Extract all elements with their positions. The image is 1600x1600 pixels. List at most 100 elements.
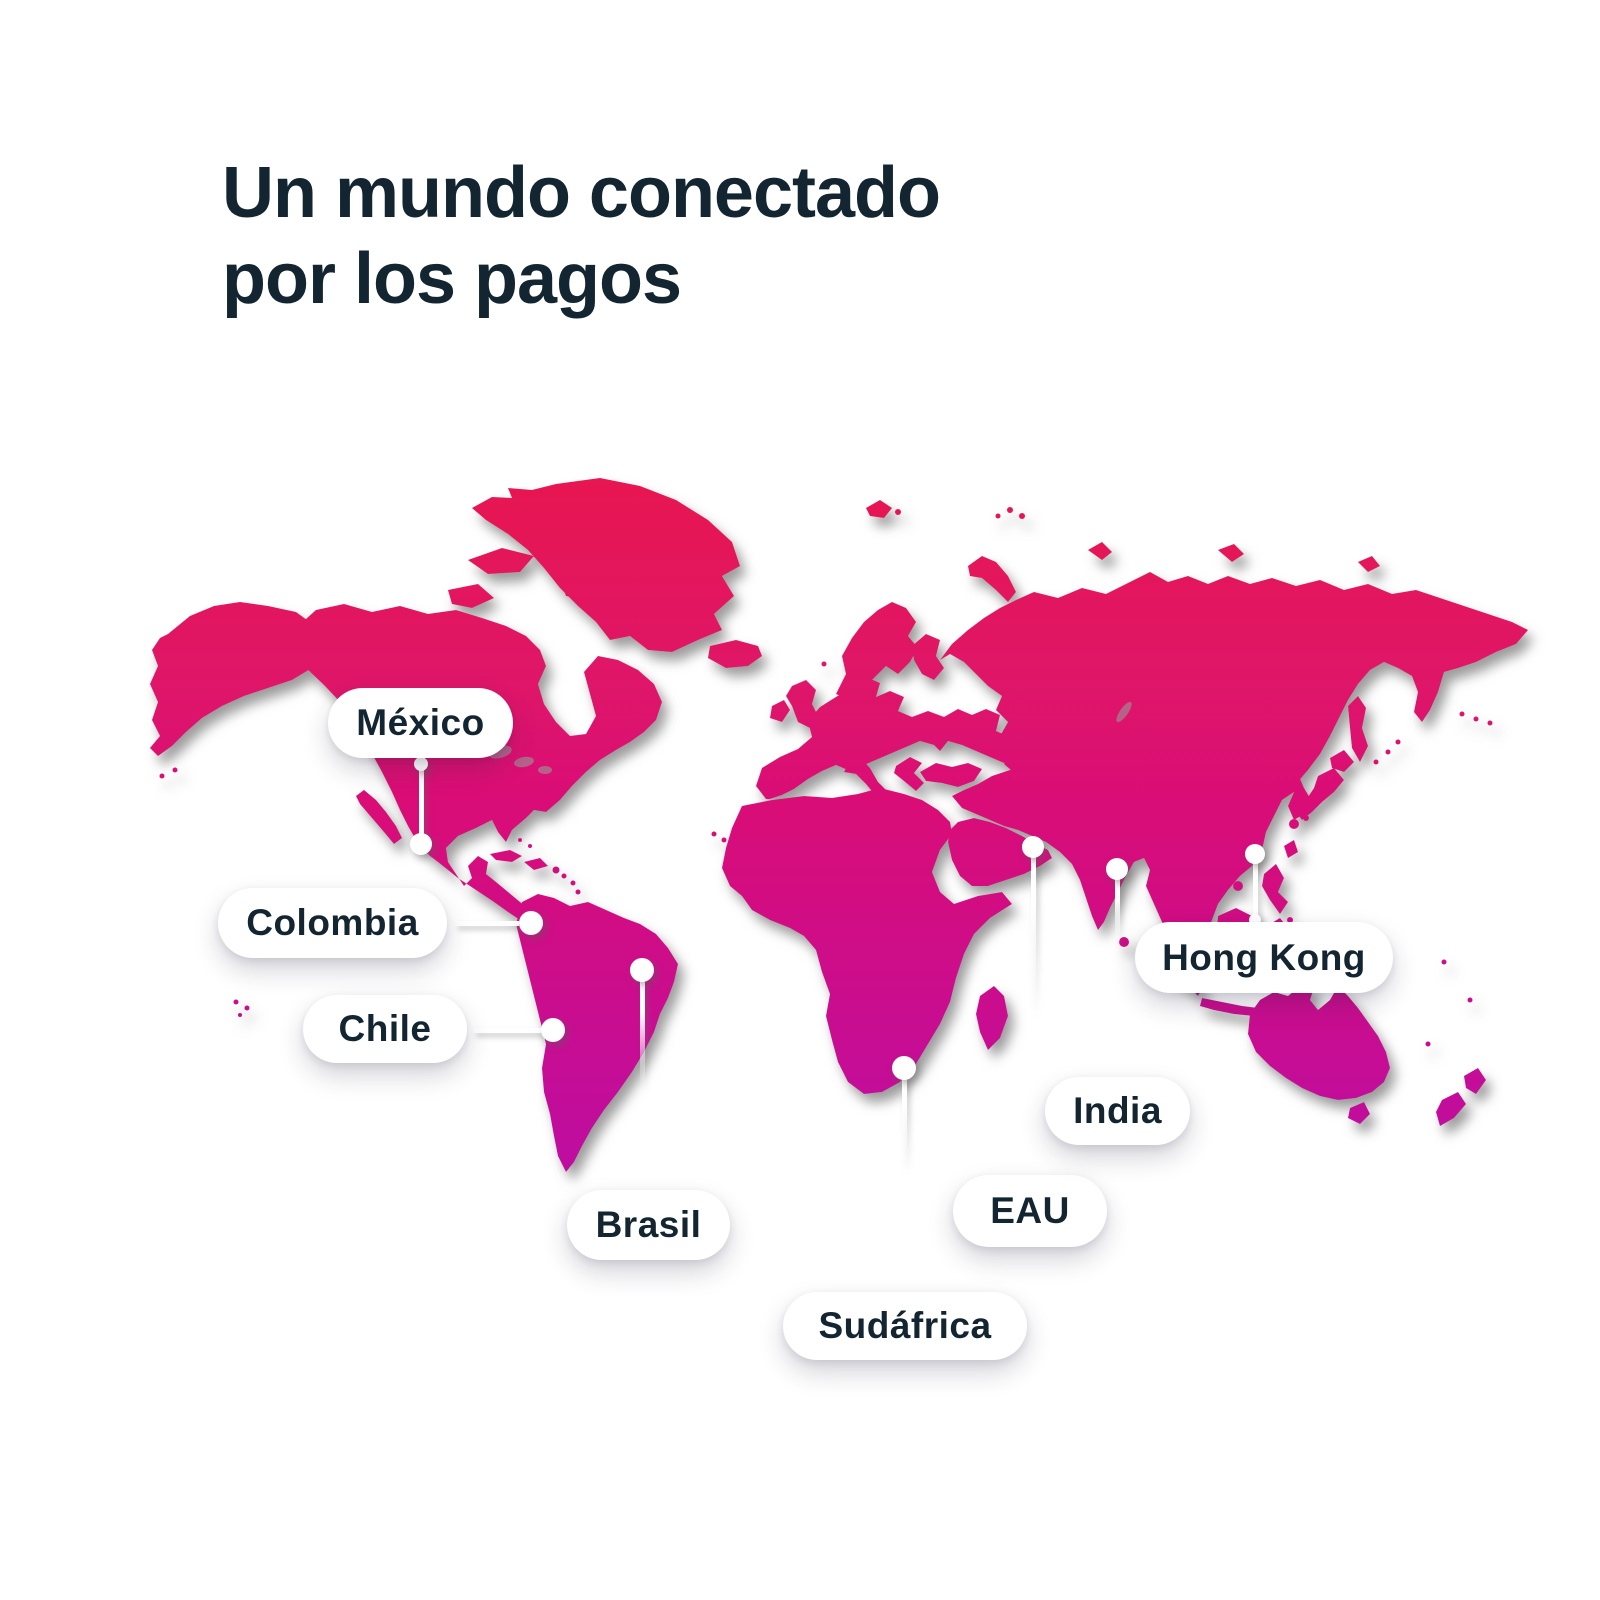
island-speck [1303, 815, 1309, 821]
landmass-asia-south [952, 762, 1310, 984]
island-speck [159, 773, 165, 779]
island-cuba [490, 850, 522, 862]
pill-brasil: Brasil [567, 1190, 730, 1260]
connector-line-chile [473, 1027, 541, 1033]
landmass-north-america [294, 604, 662, 928]
connector-line-hong-kong [1252, 860, 1258, 920]
arctic-island [560, 574, 622, 602]
island-speck [1395, 739, 1401, 745]
island-hainan [1233, 881, 1243, 891]
connector-line-brasil [639, 980, 645, 1090]
island-speck [721, 837, 727, 843]
island-speck [1287, 917, 1293, 923]
island-speck [1385, 749, 1391, 755]
island-philippines [1262, 864, 1288, 914]
island-speck [244, 1005, 250, 1011]
island-hispaniola [524, 858, 548, 870]
title-line-2: por los pagos [222, 239, 682, 320]
arctic-island [866, 500, 892, 518]
arctic-island [468, 548, 534, 574]
pill-hong-kong: Hong Kong [1135, 922, 1393, 993]
island-speck [1007, 507, 1013, 513]
island-honshu [1296, 768, 1344, 820]
pill-eau: EAU [953, 1175, 1107, 1247]
location-dot-india [1106, 858, 1128, 880]
island-madagascar [976, 986, 1008, 1050]
pill-mexico: México [328, 688, 513, 758]
island-nz-south [1436, 1092, 1466, 1126]
landmass-russia [940, 572, 1528, 792]
pill-colombia: Colombia [218, 888, 447, 958]
landmass-iceland [708, 640, 762, 668]
location-dot-hong-kong [1245, 844, 1265, 864]
arctic-island [1218, 544, 1244, 562]
island-speck [1473, 716, 1479, 722]
island-speck [570, 880, 576, 886]
arctic-island [1088, 542, 1112, 560]
island-speck [1425, 1041, 1431, 1047]
connector-line-colombia [455, 920, 519, 926]
continents [150, 478, 1528, 1172]
arctic-island [1358, 556, 1380, 572]
location-dot-brasil [630, 958, 654, 982]
title-line-1: Un mundo conectado [222, 153, 941, 233]
arctic-island [610, 552, 668, 580]
island-speck [711, 831, 717, 837]
landmass-baja [356, 790, 402, 844]
location-dot-mexico [410, 833, 432, 855]
island-speck [552, 866, 560, 874]
arctic-island [636, 604, 700, 650]
island-speck [233, 999, 239, 1005]
island-britain [786, 680, 818, 728]
peninsula-greece [894, 757, 924, 791]
location-dot-colombia [519, 911, 543, 935]
landmass-south-america [516, 894, 678, 1172]
landmass-europe [756, 677, 1024, 799]
island-speck [561, 873, 567, 879]
island-ireland [770, 700, 790, 722]
island-hokkaido [1330, 750, 1354, 772]
landmass-alaska [150, 602, 324, 756]
island-java [1200, 998, 1258, 1016]
island-speck [172, 767, 178, 773]
landmass-finland [912, 634, 944, 680]
island-speck [528, 844, 532, 848]
arctic-island [448, 584, 494, 608]
connector-line-sudafrica [901, 1078, 907, 1170]
arctic-island [968, 556, 1016, 602]
island-kyushu [1289, 819, 1299, 829]
arctic-island [542, 528, 596, 552]
location-dot-eau [1022, 836, 1044, 858]
peninsula-anatolia [920, 763, 982, 787]
island-nz-north [1464, 1068, 1486, 1094]
island-taiwan [1284, 840, 1298, 858]
island-speck [575, 889, 581, 895]
connector-line-eau [1030, 856, 1036, 1015]
location-dot-sudafrica [892, 1056, 916, 1080]
connector-line-india [1114, 878, 1120, 948]
landmass-australia [1248, 978, 1390, 1100]
pill-india: India [1045, 1077, 1190, 1145]
island-speck [1441, 959, 1447, 965]
island-sri-lanka [1119, 937, 1129, 947]
island-speck [1373, 759, 1379, 765]
island-speck [1019, 513, 1025, 519]
anchor-dot-mexico [414, 757, 428, 771]
island-speck [518, 838, 522, 842]
pill-sudafrica: Sudáfrica [783, 1292, 1027, 1360]
island-speck [821, 661, 827, 667]
peninsula-scandinavia [836, 602, 918, 700]
peninsula-italy [844, 757, 894, 806]
connector-line-mexico [418, 764, 424, 844]
location-dot-chile [541, 1018, 565, 1042]
island-sakhalin [1348, 696, 1368, 762]
island-speck [1467, 997, 1473, 1003]
island-speck [895, 509, 901, 515]
island-tasmania [1348, 1102, 1370, 1124]
arctic-island [600, 510, 648, 532]
island-speck [1487, 720, 1493, 726]
landmass-africa [722, 788, 1012, 1094]
island-speck [995, 513, 1001, 519]
